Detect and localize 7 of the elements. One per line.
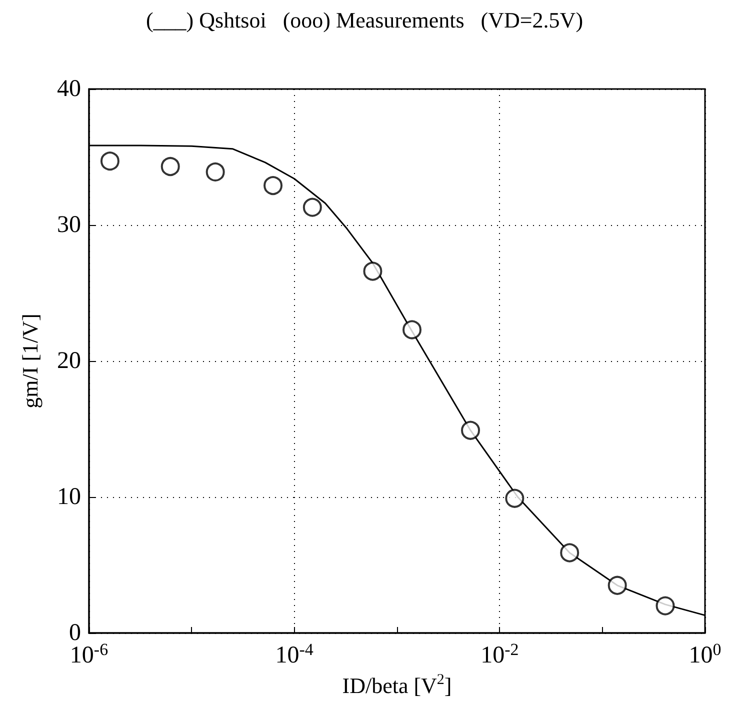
y-tick-label: 10 (57, 484, 81, 510)
y-axis-title: gm/I [1/V] (18, 314, 42, 408)
y-tick-label: 0 (69, 620, 81, 646)
y-tick-label: 20 (57, 348, 81, 374)
y-tick-label: 40 (57, 76, 81, 102)
chart-title: (___) Qshtsoi (ooo) Measurements (VD=2.5V) (146, 8, 584, 32)
y-tick-label: 30 (57, 212, 81, 238)
